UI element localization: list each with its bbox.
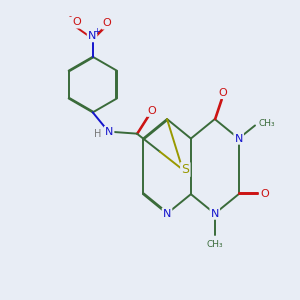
Text: CH₃: CH₃	[206, 240, 223, 249]
Text: O: O	[260, 189, 269, 199]
Text: CH₃: CH₃	[258, 119, 275, 128]
Text: N: N	[105, 127, 113, 137]
Text: O: O	[72, 17, 81, 27]
Text: N: N	[211, 208, 219, 219]
Text: O: O	[102, 18, 111, 28]
Text: H: H	[94, 129, 101, 139]
Text: O: O	[219, 88, 227, 98]
Text: -: -	[69, 12, 72, 21]
Text: N: N	[235, 134, 243, 143]
Text: O: O	[147, 106, 156, 116]
Text: N: N	[163, 208, 171, 219]
Text: N: N	[88, 31, 96, 41]
Text: +: +	[93, 27, 100, 36]
Text: S: S	[181, 163, 189, 176]
